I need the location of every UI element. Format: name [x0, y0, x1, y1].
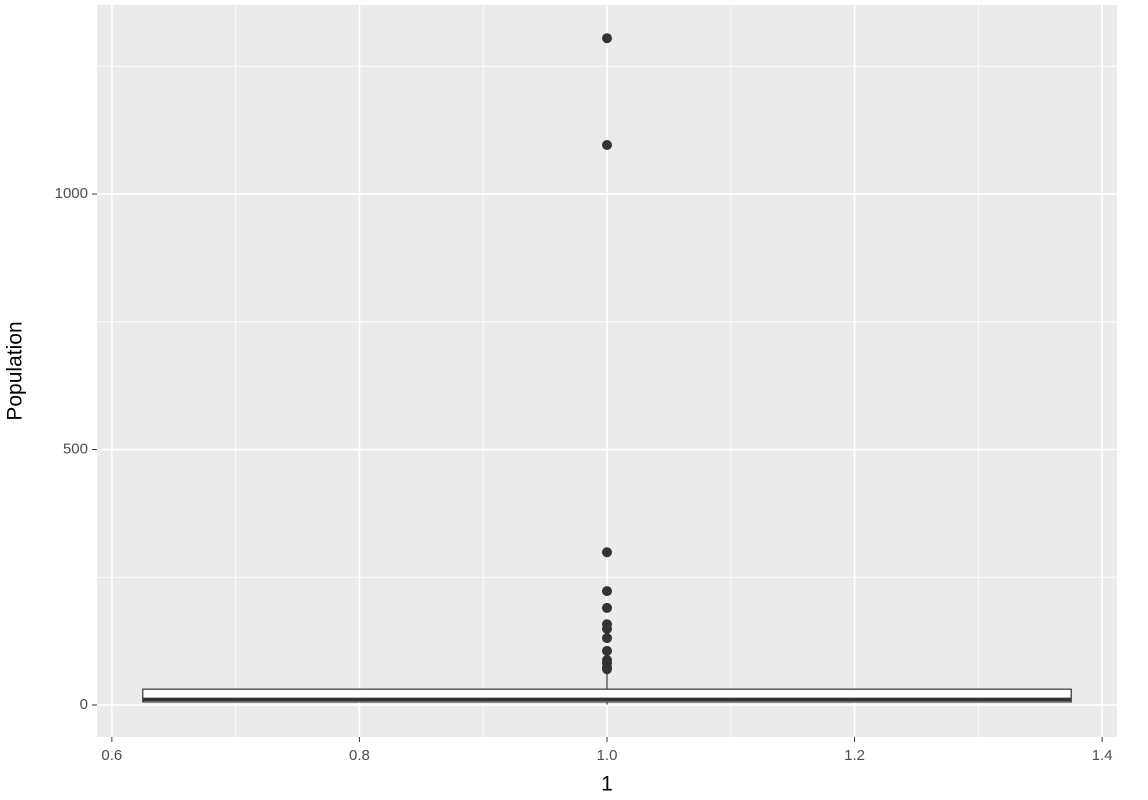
x-tick-label: 1.0 [597, 747, 618, 764]
outlier [602, 33, 612, 44]
outlier [602, 586, 612, 597]
outlier [602, 633, 612, 644]
outlier [602, 602, 612, 613]
y-axis-title: Population [4, 321, 27, 420]
x-tick-label: 0.6 [101, 747, 122, 764]
outlier [602, 140, 612, 151]
y-tick-label: 0 [80, 696, 88, 713]
x-axis-title: 1 [601, 773, 613, 796]
y-tick-label: 1000 [55, 185, 88, 202]
outlier [602, 547, 612, 558]
y-tick-label: 500 [63, 441, 88, 458]
x-tick-label: 1.2 [844, 747, 865, 764]
outlier [602, 645, 612, 656]
x-tick-label: 1.4 [1092, 747, 1113, 764]
outlier [602, 664, 612, 675]
x-tick-label: 0.8 [349, 747, 370, 764]
outlier [602, 623, 612, 634]
